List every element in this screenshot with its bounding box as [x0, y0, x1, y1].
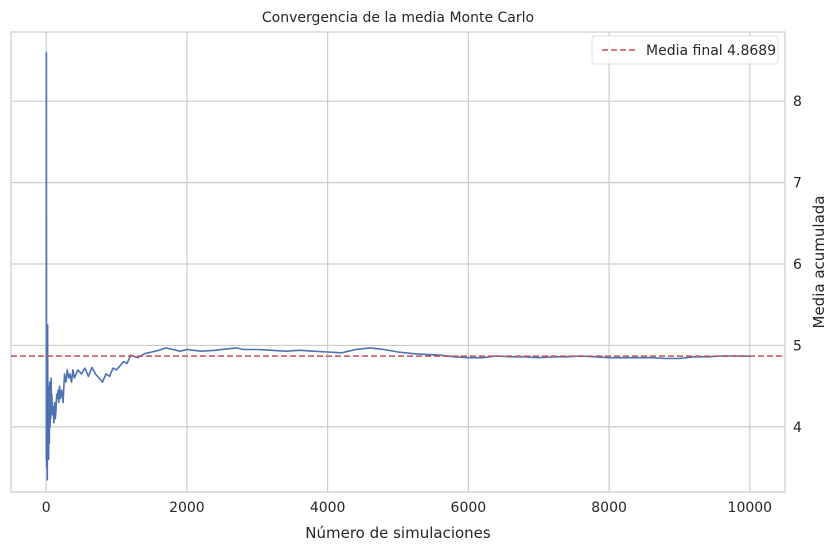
plot-area [10, 31, 786, 493]
x-tick-label: 4000 [310, 500, 346, 516]
y-tick-label: 7 [793, 176, 802, 192]
x-tick-label: 2000 [169, 500, 205, 516]
y-axis-label: Media acumulada [810, 196, 828, 329]
x-tick-label: 0 [42, 500, 51, 516]
y-tick-label: 5 [793, 338, 802, 354]
y-tick-label: 6 [793, 257, 802, 273]
y-tick-label: 8 [793, 94, 802, 110]
x-tick-label: 8000 [591, 500, 627, 516]
chart-title: Convergencia de la media Monte Carlo [262, 10, 534, 26]
legend: Media final 4.8689 [591, 35, 779, 65]
legend-label: Media final 4.8689 [646, 43, 776, 59]
x-axis-label: Número de simulaciones [305, 524, 491, 542]
x-tick-label: 6000 [451, 500, 487, 516]
y-tick-label: 4 [793, 420, 802, 436]
x-tick-label: 10000 [728, 500, 773, 516]
legend-box [591, 35, 779, 65]
series-line [45, 51, 750, 481]
axis-ticks: 0 2000 4000 6000 8000 10000 4 5 6 7 8 [42, 94, 802, 516]
series-layer [11, 51, 785, 481]
